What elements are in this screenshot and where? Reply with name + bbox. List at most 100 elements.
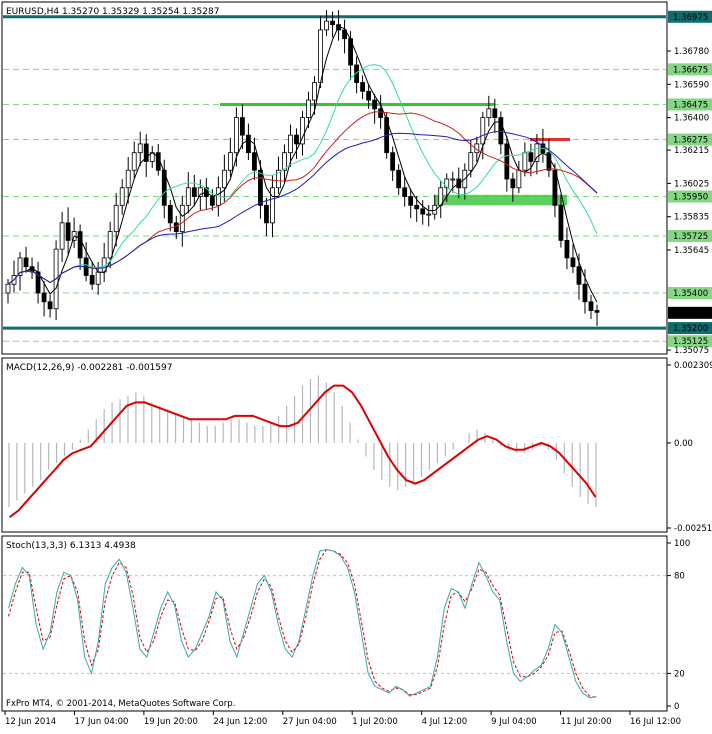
time-axis: 12 Jun 2014 17 Jun 04:00 19 Jun 20:00 24 Ju… [4,711,681,727]
price-label-13: 1.35400 [673,289,708,299]
candle-body-52 [318,29,323,83]
price-box-11 [668,230,712,242]
candle-body-3 [23,257,29,268]
macd-label-0: 0.002309 [674,361,712,371]
candle-body-84 [510,178,516,189]
price-label-1: 1.36780 [674,47,709,57]
candle-body-85 [516,169,522,189]
candle-body-60 [366,90,372,101]
price-label-6: 1.36275 [673,136,708,146]
candle-body-70 [426,213,432,216]
stoch-panel-frame [1,535,668,712]
candle-body-98 [594,310,600,313]
price-label-9: 1.35950 [673,193,708,203]
candle-body-21 [131,152,137,171]
candle-body-93 [564,239,570,259]
time-label-2: 19 Jun 20:00 [144,717,198,727]
candle-body-79 [480,117,486,145]
stoch-label-0: 100 [674,539,690,549]
candle-body-59 [360,82,366,92]
time-label-4: 27 Jun 04:00 [283,717,337,727]
price-label-17: 1.35075 [674,346,709,356]
price-box-2 [668,63,712,76]
candle-body-31 [191,187,197,197]
candle-body-45 [276,169,281,189]
stoch-panel: 100 80 20 0 [3,539,690,712]
candle-body-26 [161,169,167,206]
current-price-box [668,306,712,319]
time-label-1: 17 Jun 04:00 [74,717,128,727]
candle-body-94 [570,257,576,268]
stoch-label-3: 0 [674,702,679,712]
price-panel-frame [1,1,668,355]
candle-body-41 [252,152,257,171]
price-box-4 [668,98,712,111]
candle-body-95 [576,266,582,285]
price-box-0 [668,10,712,23]
price-label-16: 1.35125 [673,337,708,347]
price-label-4: 1.36475 [673,100,708,110]
candle-body-37 [227,152,233,171]
candle-body-82 [498,117,504,145]
stoch-label-2: 20 [674,669,685,679]
candle-body-64 [390,152,396,171]
candle-body-19 [119,187,125,206]
candle-body-18 [113,204,119,233]
time-label-6: 4 Jul 12:00 [422,717,468,727]
candle-body-29 [179,204,185,233]
price-label-3: 1.36590 [674,80,709,90]
time-label-0: 12 Jun 2014 [5,717,56,727]
green-zone-rect [435,194,567,206]
candle-body-48 [294,134,299,145]
candle-body-50 [306,99,311,119]
candle-body-14 [89,275,95,285]
price-label-current: 1.35287 [673,309,708,319]
time-label-8: 11 Jul 20:00 [561,717,612,727]
candle-body-12 [77,231,83,259]
candle-body-92 [558,204,564,241]
candle-body-69 [420,208,426,215]
candle-body-27 [167,204,173,224]
copyright-text: FxPro MT4, © 2001-2014, MetaQuotes Softw… [6,699,235,709]
candle-body-49 [300,117,305,145]
candle-body-9 [59,222,65,250]
candle-body-39 [239,117,245,136]
candle-body-61 [372,99,378,110]
candle-body-54 [330,20,335,26]
candle-body-46 [282,152,287,171]
macd-panel-title: MACD(12,26,9) -0.002281 -0.001597 [6,363,172,373]
macd-panel-frame [1,357,668,533]
price-box-16 [668,335,712,348]
price-label-10: 1.35835 [674,213,709,223]
candle-body-7 [47,301,53,310]
price-box-13 [668,287,712,299]
macd-panel: 0.002309 0.00 -0.002519 [8,361,712,534]
candle-body-91 [552,169,558,206]
candle-body-66 [402,187,408,197]
price-label-7: 1.36215 [674,146,709,156]
price-panel: 1.36975 1.36780 1.36675 1.36590 1.36475 1.364… [3,10,712,356]
price-label-0: 1.36975 [673,13,708,23]
price-panel-title: EURUSD,H4 1.35270 1.35329 1.35254 1.3528… [6,7,219,17]
stoch-signal-line [8,548,597,699]
candle-body-42 [258,169,263,206]
candle-body-53 [324,20,329,31]
stoch-panel-title: Stoch(13,3,3) 6.1313 4.4938 [6,541,136,551]
time-label-9: 16 Jul 12:00 [630,717,681,727]
candle-body-74 [450,178,456,181]
candle-body-56 [342,29,347,40]
stoch-main-line [8,548,597,699]
candle-body-47 [288,134,293,154]
candle-body-67 [408,196,414,206]
candle-body-90 [546,152,552,171]
price-label-11: 1.35725 [673,232,708,242]
candle-body-20 [125,169,131,189]
candle-body-68 [414,204,420,210]
candle-body-65 [396,169,402,189]
candle-body-58 [354,64,359,83]
stoch-label-1: 80 [674,572,685,582]
time-label-3: 24 Jun 12:00 [213,717,267,727]
candle-body-62 [378,108,384,119]
price-label-8: 1.36025 [674,179,709,189]
